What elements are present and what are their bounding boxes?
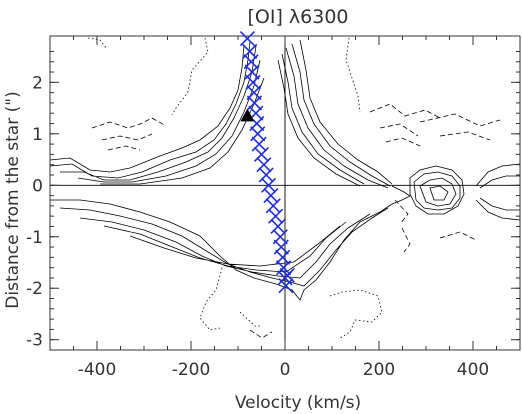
contour-stack-upper bbox=[49, 39, 393, 189]
x-axis-ticks: -400 -200 0 200 400 bbox=[49, 36, 521, 380]
x-marker bbox=[251, 136, 267, 152]
x-marker bbox=[260, 177, 277, 193]
y-tick-label: -1 bbox=[26, 228, 43, 248]
x-marker bbox=[268, 208, 284, 224]
x-tick-label: -200 bbox=[172, 360, 211, 380]
y-tick-label: 1 bbox=[32, 125, 43, 145]
y-tick-label: -3 bbox=[26, 331, 43, 351]
contour-right-lobes bbox=[391, 163, 521, 221]
contour-dashed bbox=[91, 103, 501, 339]
x-marker bbox=[279, 267, 295, 283]
x-tick-label: 200 bbox=[363, 360, 395, 380]
x-marker bbox=[270, 218, 286, 235]
y-axis-label: Distance from the star (") bbox=[3, 91, 23, 308]
x-tick-label: -400 bbox=[78, 360, 117, 380]
x-marker bbox=[265, 198, 281, 214]
y-tick-label: 2 bbox=[32, 73, 43, 93]
x-marker bbox=[253, 146, 270, 162]
x-tick-label: 0 bbox=[280, 360, 291, 380]
y-tick-label: -2 bbox=[26, 279, 43, 299]
contour-dotted-outer bbox=[87, 37, 383, 339]
y-axis-ticks: -3 -2 -1 0 1 2 bbox=[26, 50, 520, 351]
x-marker bbox=[256, 157, 272, 173]
plot-frame bbox=[49, 35, 521, 351]
contour-stack-lower bbox=[50, 199, 393, 301]
x-marker bbox=[263, 188, 279, 204]
chart-title: [OI] λ6300 bbox=[247, 6, 348, 28]
x-marker bbox=[239, 31, 255, 47]
triangle-marker bbox=[240, 108, 255, 122]
contour-lines bbox=[49, 37, 521, 339]
x-tick-label: 400 bbox=[457, 360, 489, 380]
y-tick-label: 0 bbox=[32, 176, 43, 196]
x-axis-label: Velocity (km/s) bbox=[235, 393, 361, 413]
x-marker bbox=[258, 167, 274, 183]
data-markers bbox=[239, 31, 295, 294]
